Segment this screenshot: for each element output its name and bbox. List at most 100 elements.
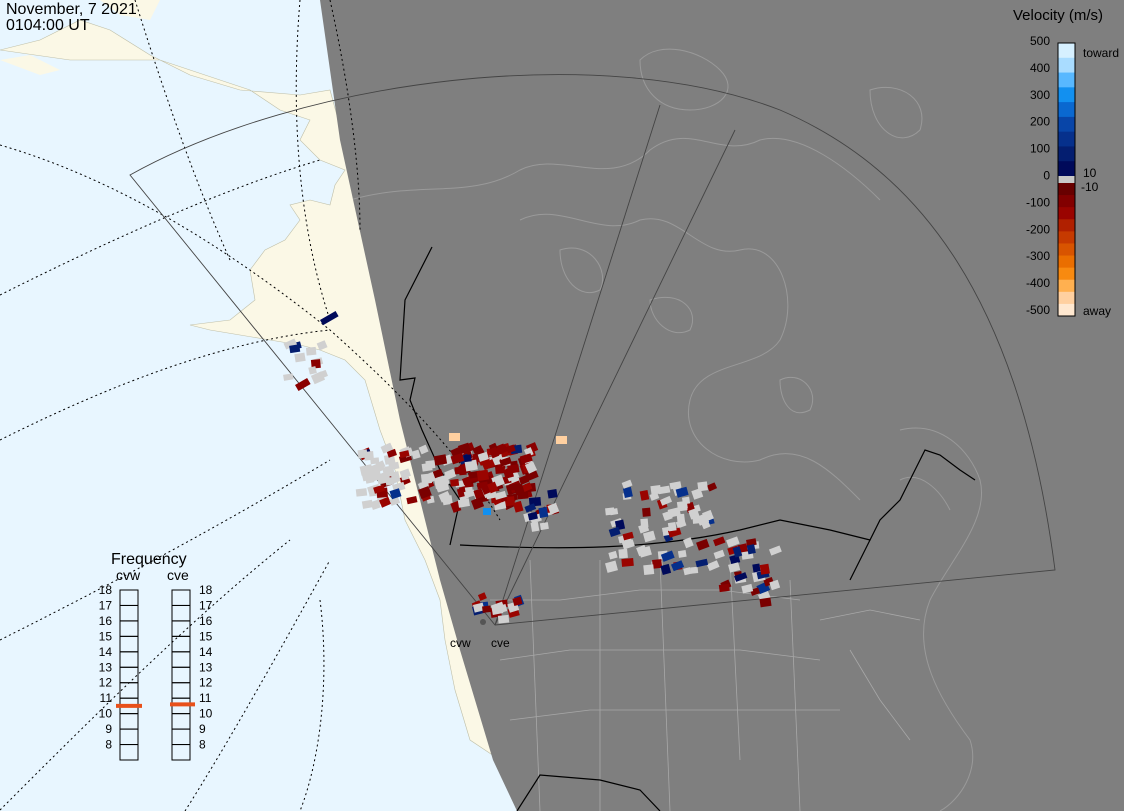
scatter-cell xyxy=(497,614,510,624)
scatter-cell xyxy=(361,499,374,509)
frequency-tick-west: 14 xyxy=(99,645,113,659)
frequency-west-label: cvw xyxy=(116,567,141,583)
colorbar-away-segment xyxy=(1058,183,1075,317)
scatter-cell xyxy=(621,479,633,489)
colorbar-swatch xyxy=(1058,131,1075,147)
scatter-cell xyxy=(527,511,538,521)
frequency-east-label: cve xyxy=(167,567,189,583)
scatter-cell xyxy=(728,562,741,573)
scatter-cell xyxy=(746,544,756,555)
frequency-tick-west: 12 xyxy=(99,676,113,690)
scatter-cell xyxy=(294,352,306,363)
scatter-cell xyxy=(512,596,523,606)
velocity-cells xyxy=(283,311,782,624)
scatter-cell xyxy=(638,523,650,534)
scatter-cell xyxy=(483,508,491,515)
colorbar-tick-label: 0 xyxy=(1043,169,1050,183)
scatter-cell xyxy=(399,469,410,481)
scatter-cell xyxy=(696,513,710,526)
frequency-tick-west: 8 xyxy=(105,738,112,752)
scatter-cell xyxy=(677,550,687,558)
scatter-cell xyxy=(316,340,328,351)
scatter-cell xyxy=(683,537,694,549)
scatter-cell xyxy=(622,531,634,541)
scatter-cell xyxy=(556,436,567,444)
colorbar-swatch xyxy=(1058,43,1075,59)
scatter-cell xyxy=(732,546,743,558)
colorbar-swatch xyxy=(1058,87,1075,103)
frequency-tick-east: 15 xyxy=(199,629,213,643)
scatter-cell xyxy=(622,486,633,499)
scatter-cell xyxy=(643,564,655,575)
frequency-tick-west: 18 xyxy=(99,583,113,597)
site-label-east: cve xyxy=(491,636,510,650)
scatter-cell xyxy=(513,483,525,496)
scatter-cell xyxy=(681,496,691,505)
scatter-cell xyxy=(382,465,395,478)
frequency-tick-east: 17 xyxy=(199,598,213,612)
scatter-cell xyxy=(713,549,725,560)
scatter-cell xyxy=(695,558,709,568)
scatter-cell xyxy=(670,560,685,572)
colorbar-swatch xyxy=(1058,102,1075,118)
scatter-cell xyxy=(283,338,298,350)
scatter-cell xyxy=(425,460,436,470)
scatter-cell xyxy=(373,484,386,494)
colorbar-tick-label: 500 xyxy=(1030,34,1050,48)
scatter-cell xyxy=(370,499,381,510)
scatter-cell xyxy=(547,502,560,515)
scatter-cell xyxy=(768,545,782,556)
scatter-cell xyxy=(411,449,421,460)
scatter-cell xyxy=(473,488,484,499)
scatter-cell xyxy=(363,451,374,461)
scatter-cell xyxy=(355,488,368,497)
colorbar-tick-label: -500 xyxy=(1026,303,1050,317)
scatter-cell xyxy=(688,507,700,520)
colorbar-swatch xyxy=(1058,207,1075,220)
frequency-tick-west: 16 xyxy=(99,614,113,628)
scatter-cell xyxy=(696,538,710,551)
scatter-cell xyxy=(320,311,339,326)
colorbar-tick-label: 200 xyxy=(1030,115,1050,129)
scatter-cell xyxy=(310,359,321,369)
scatter-cell xyxy=(547,489,558,499)
scatter-cell xyxy=(386,448,397,458)
frequency-tick-east: 11 xyxy=(199,691,212,705)
colorbar-tick-label: 300 xyxy=(1030,88,1050,102)
frequency-tick-east: 10 xyxy=(199,707,213,721)
frequency-tick-east: 16 xyxy=(199,614,213,628)
colorbar-gap xyxy=(1058,176,1075,183)
scatter-cell xyxy=(457,498,470,508)
scatter-cell xyxy=(618,548,628,559)
radar-site-marker xyxy=(480,619,486,625)
scatter-cell xyxy=(636,544,648,557)
colorbar-tick-label: -300 xyxy=(1026,249,1050,263)
frequency-cell xyxy=(119,744,139,761)
scatter-cell xyxy=(432,468,444,479)
scatter-cell xyxy=(481,459,496,471)
scatter-cell xyxy=(504,496,516,507)
colorbar-title: Velocity (m/s) xyxy=(1013,7,1103,24)
frequency-tick-east: 18 xyxy=(199,583,213,597)
scatter-cell xyxy=(741,583,754,594)
scatter-cell xyxy=(491,604,504,615)
frequency-tick-east: 14 xyxy=(199,645,213,659)
scatter-cell xyxy=(759,597,772,608)
site-label-west: cvw xyxy=(450,636,471,650)
toward-label: toward xyxy=(1083,46,1119,60)
scatter-cell xyxy=(283,373,294,381)
scatter-cell xyxy=(477,451,490,462)
scatter-cell xyxy=(608,550,618,560)
scatter-cell xyxy=(706,560,720,572)
scatter-cell xyxy=(519,453,533,465)
scatter-cell xyxy=(289,344,301,354)
colorbar-swatch xyxy=(1058,72,1075,88)
scatter-cell xyxy=(488,446,500,459)
frequency-tick-west: 13 xyxy=(99,660,113,674)
scatter-cell xyxy=(472,602,485,613)
colorbar-swatch xyxy=(1058,146,1075,162)
frequency-tick-west: 15 xyxy=(99,629,113,643)
scatter-cell xyxy=(463,454,472,463)
scatter-cell xyxy=(642,507,651,517)
scatter-cell xyxy=(308,366,317,375)
